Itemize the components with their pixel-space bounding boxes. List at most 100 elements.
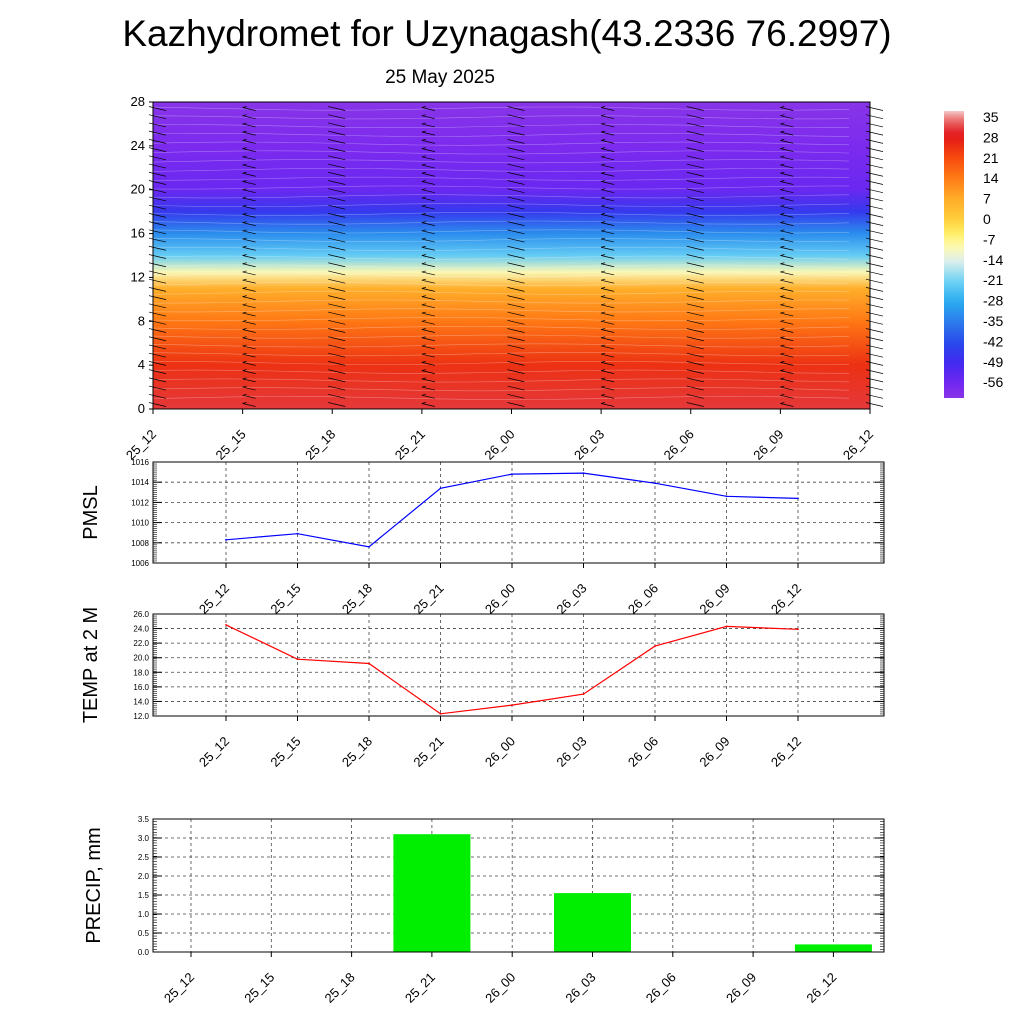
wind-barb [242, 214, 256, 218]
wind-barb [601, 230, 615, 235]
wind-barb [242, 329, 256, 333]
wind-barb [421, 362, 435, 366]
wind-barb [869, 238, 884, 243]
wind-barb [690, 172, 704, 177]
wind-barb [328, 311, 333, 314]
wind-barb [686, 188, 691, 191]
x-tick-label: 26_09 [696, 734, 732, 770]
wind-barb [869, 312, 884, 317]
wind-barb [690, 255, 704, 259]
wind-barb [686, 287, 691, 289]
wind-barb [242, 230, 256, 235]
wind-barb [511, 329, 525, 333]
wind-barb [328, 278, 333, 281]
wind-barb [421, 370, 435, 374]
wind-barb [242, 222, 256, 226]
wind-barb [780, 115, 794, 120]
wind-barb [507, 393, 512, 396]
wind-barb [780, 131, 794, 136]
wind-barb [507, 106, 512, 108]
wind-barb [328, 361, 333, 363]
wind-barb [686, 369, 691, 371]
wind-barb [328, 319, 333, 322]
wind-barb [152, 263, 167, 268]
wind-barb [869, 345, 884, 350]
wind-barb [242, 312, 256, 317]
wind-barb [690, 329, 704, 333]
wind-barb [601, 337, 615, 342]
heatmap-x-tick-label: 26_03 [571, 427, 607, 463]
wind-barb [242, 123, 256, 128]
wind-barb [690, 345, 704, 350]
wind-barb [421, 337, 435, 342]
wind-barb [152, 230, 167, 235]
wind-barb [332, 288, 346, 292]
wind-barb [686, 377, 691, 380]
x-tick-label: 25_18 [339, 581, 375, 617]
wind-barb [332, 345, 346, 350]
wind-barb [332, 181, 346, 185]
y-tick-label: 1016 [131, 458, 149, 467]
wind-barb [780, 148, 794, 152]
colorbar-label: 14 [983, 170, 999, 186]
wind-barb [865, 287, 871, 289]
y-tick-label: 1.5 [138, 891, 150, 900]
wind-barb [865, 303, 871, 306]
chart-subtitle: 25 May 2025 [385, 67, 495, 88]
y-tick-label: 1010 [131, 519, 149, 528]
wind-barb [780, 230, 794, 235]
wind-barb [601, 156, 615, 161]
wind-barb [511, 378, 525, 383]
wind-barb [328, 393, 333, 396]
heatmap-contour [152, 203, 850, 208]
wind-barb [507, 155, 512, 158]
heatmap-contour [152, 308, 850, 313]
wind-barb [601, 123, 615, 128]
wind-barb [421, 230, 435, 235]
wind-barb [686, 163, 691, 166]
x-tick-label: 26_06 [625, 581, 661, 617]
wind-barb [865, 377, 871, 380]
wind-barb [332, 279, 346, 284]
panel-frame [152, 461, 885, 564]
wind-barb [421, 156, 435, 161]
wind-barb [148, 229, 154, 232]
wind-barb [686, 106, 691, 108]
wind-barb [328, 270, 333, 273]
wind-barb [865, 171, 871, 174]
wind-barb [507, 171, 512, 174]
x-tick-label: 26_12 [768, 581, 804, 617]
wind-barb [242, 279, 256, 284]
wind-barb [869, 131, 884, 136]
wind-barb [332, 189, 346, 194]
wind-barb [686, 180, 691, 182]
wind-barb [242, 288, 256, 292]
wind-barb [690, 230, 704, 235]
panel-frame [152, 818, 885, 953]
wind-barb [421, 394, 435, 399]
wind-barb [242, 271, 256, 276]
wind-barb [686, 328, 691, 330]
wind-barb [780, 263, 794, 268]
wind-barb [865, 336, 871, 339]
wind-barb [511, 115, 525, 120]
wind-barb [152, 378, 167, 383]
x-tick-label: 25_15 [267, 581, 303, 617]
wind-barb [507, 163, 512, 166]
wind-barb [780, 172, 794, 177]
wind-barb [332, 271, 346, 276]
wind-barb [690, 156, 704, 161]
wind-barb [148, 402, 154, 404]
heatmap-contour [152, 326, 850, 330]
wind-barb [780, 205, 794, 210]
wind-barb [148, 122, 154, 125]
wind-barb [865, 295, 871, 297]
colorbar-label: 28 [983, 129, 999, 145]
wind-barb [865, 344, 871, 347]
temp-point [797, 628, 799, 631]
wind-barb [332, 370, 346, 374]
wind-barb [328, 171, 333, 174]
wind-barb [511, 362, 525, 366]
wind-barb [507, 336, 512, 339]
wind-barb [152, 271, 167, 276]
